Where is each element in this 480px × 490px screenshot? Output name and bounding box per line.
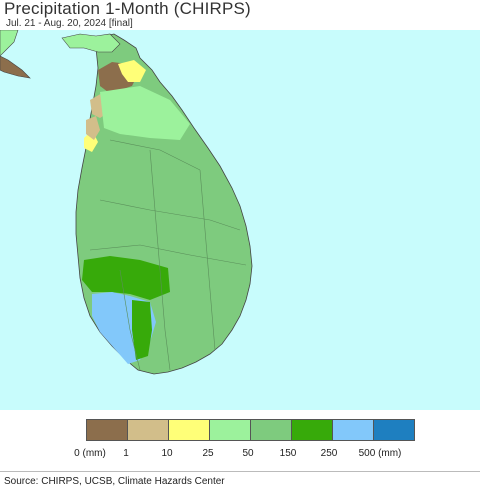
legend-label-10: 10 xyxy=(161,448,173,459)
map-subtitle: Jul. 21 - Aug. 20, 2024 [final] xyxy=(6,18,133,29)
india-landmass xyxy=(0,30,19,57)
legend-swatch-1 xyxy=(128,420,169,440)
india-coast-brown xyxy=(0,55,31,79)
district-boundaries xyxy=(89,139,247,371)
legend-label-250: 250 xyxy=(320,448,338,459)
legend-label-25: 25 xyxy=(202,448,214,459)
legend-swatch-250 xyxy=(333,420,374,440)
legend-label-50: 50 xyxy=(242,448,254,459)
legend-swatch-0 xyxy=(87,420,128,440)
wet-zone-green xyxy=(82,256,170,300)
footer-divider xyxy=(0,471,480,472)
legend-swatch-50 xyxy=(251,420,292,440)
legend-label-500: 500 (mm) xyxy=(358,448,402,459)
jaffna-peninsula xyxy=(61,33,121,53)
legend-swatch-150 xyxy=(292,420,333,440)
north-light-green xyxy=(100,86,190,140)
west-coast-tan xyxy=(86,116,100,140)
legend-swatch-500 xyxy=(374,420,414,440)
map-title: Precipitation 1-Month (CHIRPS) xyxy=(4,0,251,18)
central-green-strip xyxy=(132,300,152,360)
legend-label-1: 1 xyxy=(123,448,129,459)
precipitation-map xyxy=(0,30,480,410)
legend-swatch-25 xyxy=(210,420,251,440)
legend-label-0: 0 (mm) xyxy=(74,448,106,459)
legend-colorbar xyxy=(86,419,415,441)
legend-swatch-10 xyxy=(169,420,210,440)
legend-label-150: 150 xyxy=(279,448,297,459)
source-credit: Source: CHIRPS, UCSB, Climate Hazards Ce… xyxy=(4,476,225,487)
northwest-yellow-zone xyxy=(118,60,146,82)
